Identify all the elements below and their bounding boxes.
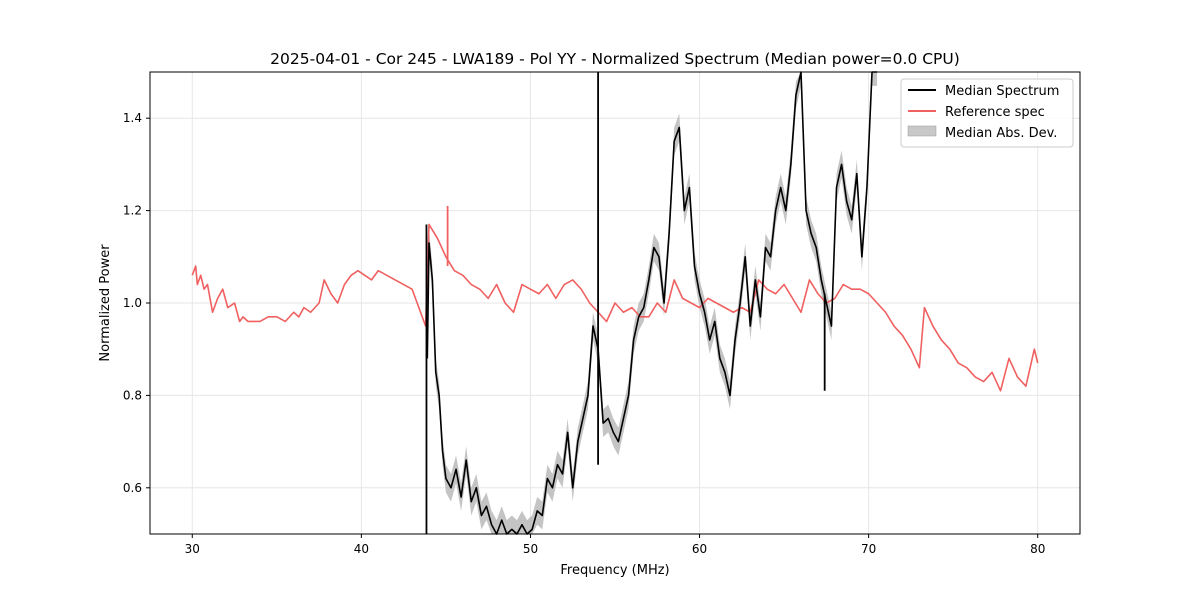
legend-median-label: Median Spectrum — [945, 84, 1059, 99]
y-tick-label: 1.2 — [123, 204, 142, 218]
x-axis-label: Frequency (MHz) — [560, 563, 669, 578]
x-tick-label: 80 — [1030, 542, 1045, 556]
y-tick-label: 1.0 — [123, 296, 142, 310]
x-tick-label: 70 — [861, 542, 876, 556]
x-tick-label: 50 — [523, 542, 538, 556]
y-axis-label: Normalized Power — [98, 244, 113, 362]
x-tick-label: 40 — [354, 542, 369, 556]
y-tick-label: 1.4 — [123, 111, 142, 125]
x-tick-label: 60 — [692, 542, 707, 556]
legend-mad-label: Median Abs. Dev. — [945, 126, 1057, 141]
x-tick-label: 30 — [185, 542, 200, 556]
chart-title: 2025-04-01 - Cor 245 - LWA189 - Pol YY -… — [270, 50, 960, 68]
mad-band — [427, 72, 878, 534]
median-series-layer — [425, 71, 878, 535]
y-tick-label: 0.8 — [123, 388, 142, 402]
legend-box — [900, 78, 1074, 148]
legend: Median Spectrum Reference spec Median Ab… — [900, 78, 1074, 148]
y-tick-label: 0.6 — [123, 481, 142, 495]
axis-ticks: 30 40 50 60 70 80 0.6 0.8 1.0 1.2 1.4 — [123, 111, 1045, 556]
reference-spectrum-line — [191, 223, 1039, 392]
legend-mad-swatch — [907, 125, 937, 137]
median-spectrum-line — [426, 71, 878, 535]
legend-reference-label: Reference spec — [945, 105, 1045, 120]
reference-series-layer — [191, 205, 1039, 392]
mad-band-layer — [427, 72, 878, 534]
